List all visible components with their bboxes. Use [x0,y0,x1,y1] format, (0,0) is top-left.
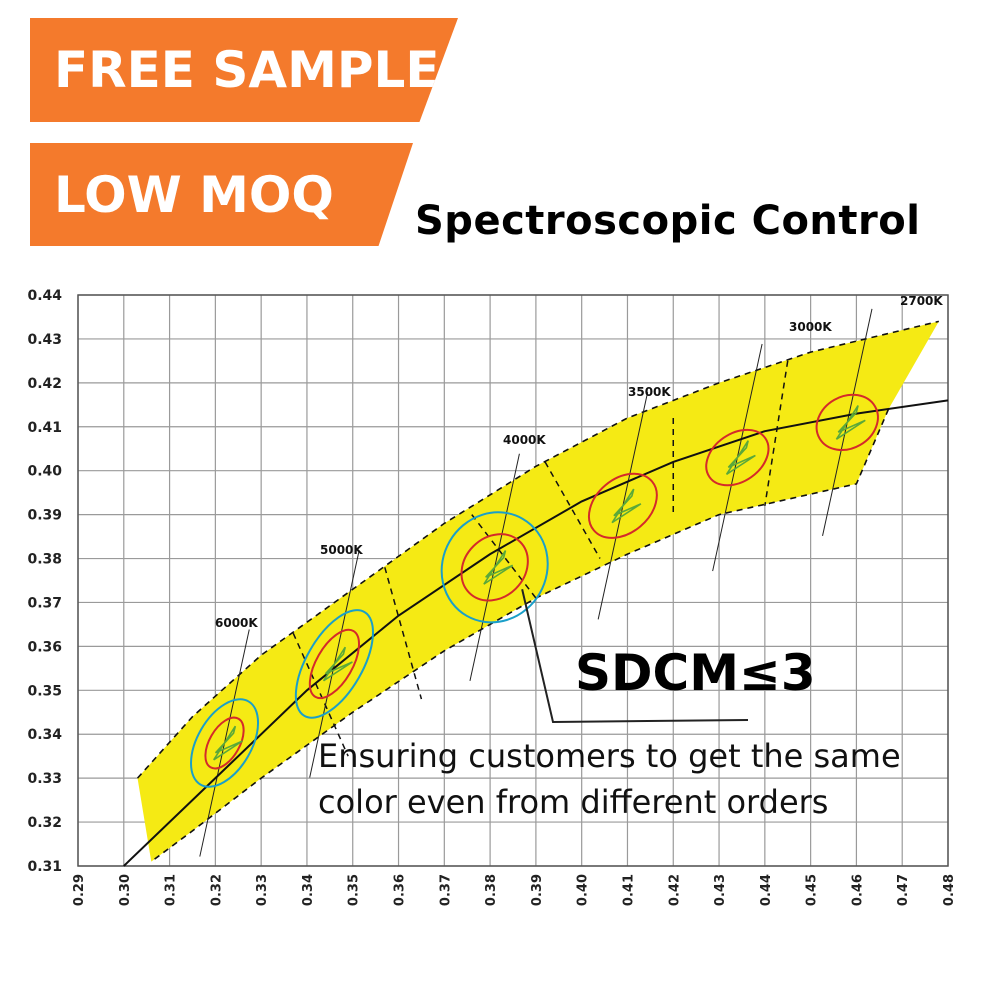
y-tick-label: 0.35 [27,683,62,699]
band-lower-edge [150,408,890,863]
cct-label: 2700K [900,294,943,308]
x-tick-label: 0.48 [942,874,957,906]
inner-ellipse [308,628,360,700]
x-tick-label: 0.42 [667,874,682,906]
page-title: Spectroscopic Control [415,198,921,244]
x-tick-label: 0.29 [72,874,87,906]
y-tick-label: 0.39 [27,508,62,524]
chromaticity-quadrangle [322,646,353,682]
caption: Ensuring customers to get the same color… [318,733,998,825]
caption-line-1: Ensuring customers to get the same [318,737,901,775]
chromaticity-quadrangle [213,725,243,761]
inner-ellipse [705,428,770,487]
low-moq-banner: LOW MOQ [30,143,413,246]
y-tick-label: 0.44 [27,288,62,304]
x-tick-label: 0.43 [713,874,728,906]
planckian-locus [123,399,949,867]
bin-separator [544,461,601,559]
y-tick-label: 0.40 [27,464,62,480]
x-tick-label: 0.47 [896,874,911,906]
x-tick-label: 0.38 [484,874,499,906]
cct-label: 5000K [320,543,363,557]
inner-ellipse [204,716,245,770]
x-tick-label: 0.45 [805,874,820,906]
caption-line-2: color even from different orders [318,783,829,821]
x-tick-label: 0.30 [118,874,133,906]
bin-separator [292,632,349,757]
chromaticity-quadrangle [483,550,514,585]
x-tick-label: 0.46 [850,874,865,906]
outer-ellipse [294,609,374,719]
free-sample-banner: FREE SAMPLE [30,18,458,122]
free-sample-text: FREE SAMPLE [54,41,440,99]
y-tick-label: 0.41 [27,420,62,436]
x-tick-label: 0.41 [621,874,636,906]
bin-separator [384,567,423,700]
bin-separator [764,360,789,506]
x-tick-label: 0.37 [438,874,453,906]
y-tick-label: 0.38 [27,552,62,568]
inner-ellipse [588,472,658,539]
inner-ellipse [815,393,879,451]
x-tick-label: 0.32 [209,874,224,906]
x-tick-label: 0.33 [255,874,270,906]
chromaticity-quadrangle [835,405,866,440]
plot-frame [77,294,949,867]
y-tick-label: 0.36 [27,639,62,655]
cct-label: 4000K [503,433,546,447]
outer-ellipse [440,511,549,624]
band-upper-edge [136,320,940,779]
y-tick-label: 0.31 [27,859,62,875]
y-tick-label: 0.34 [27,727,62,743]
x-tick-label: 0.34 [301,874,316,906]
inner-ellipse [460,533,529,602]
x-tick-label: 0.39 [530,874,545,906]
x-tick-label: 0.40 [576,874,591,906]
x-tick-label: 0.36 [393,874,408,906]
x-tick-label: 0.35 [347,874,362,906]
chromaticity-quadrangle [725,440,756,475]
y-tick-label: 0.37 [27,595,62,611]
sdcm-label: SDCM≤3 [575,644,816,702]
chromaticity-quadrangle [611,488,642,524]
outer-ellipse [190,698,260,788]
y-tick-label: 0.42 [27,376,62,392]
x-tick-label: 0.44 [759,874,774,906]
cct-label: 3500K [628,385,671,399]
cct-label: 6000K [215,616,258,630]
y-tick-label: 0.43 [27,332,62,348]
cct-label: 3000K [789,320,832,334]
x-tick-label: 0.31 [164,874,179,906]
sdcm-leader-line [521,589,749,724]
y-tick-label: 0.32 [27,815,62,831]
low-moq-text: LOW MOQ [54,165,334,224]
y-tick-label: 0.33 [27,771,62,787]
